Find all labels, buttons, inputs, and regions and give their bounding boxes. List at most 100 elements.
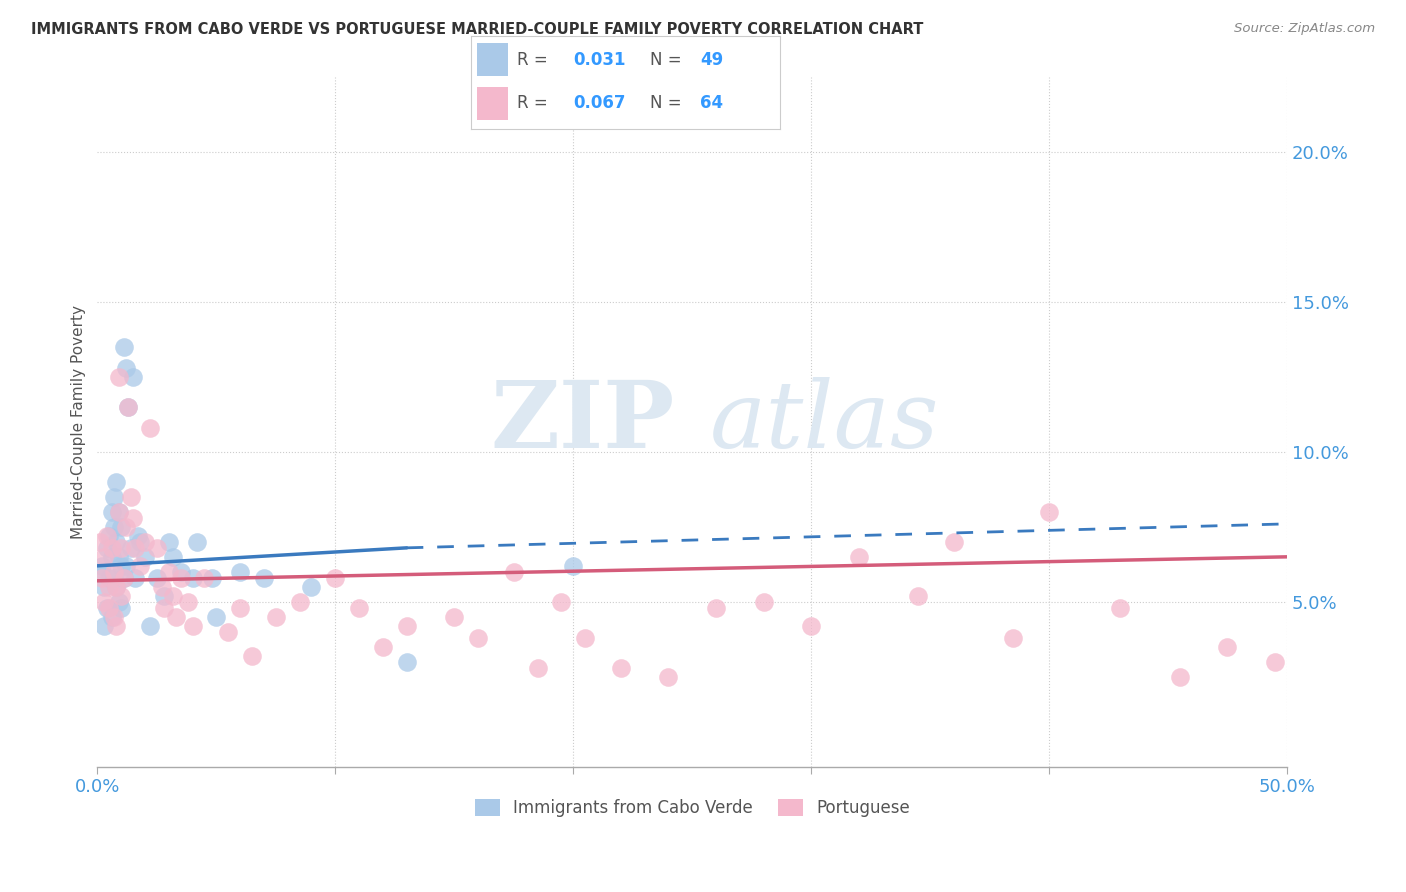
- Point: [100, 541, 122, 555]
- Point: [107, 549, 129, 564]
- Point: [98, 600, 121, 615]
- Point: [96, 541, 118, 555]
- Point: [127, 529, 149, 543]
- Point: [122, 370, 145, 384]
- Point: [115, 520, 138, 534]
- Text: IMMIGRANTS FROM CABO VERDE VS PORTUGUESE MARRIED-COUPLE FAMILY POVERTY CORRELATI: IMMIGRANTS FROM CABO VERDE VS PORTUGUESE…: [31, 22, 924, 37]
- Point: [186, 534, 208, 549]
- Point: [89, 534, 111, 549]
- Point: [107, 595, 129, 609]
- Point: [110, 600, 132, 615]
- Point: [157, 565, 180, 579]
- Point: [229, 565, 252, 579]
- Point: [103, 609, 125, 624]
- Point: [169, 571, 191, 585]
- Text: 0.031: 0.031: [574, 51, 626, 69]
- Point: [110, 589, 132, 603]
- Point: [138, 421, 160, 435]
- Point: [115, 361, 138, 376]
- Point: [443, 609, 465, 624]
- Point: [93, 549, 115, 564]
- Point: [467, 631, 489, 645]
- Point: [89, 565, 111, 579]
- Point: [942, 534, 965, 549]
- Point: [115, 558, 138, 573]
- Point: [124, 571, 146, 585]
- Point: [91, 571, 114, 585]
- Point: [117, 400, 139, 414]
- FancyBboxPatch shape: [477, 43, 508, 76]
- Point: [91, 558, 114, 573]
- Point: [153, 589, 176, 603]
- Point: [107, 505, 129, 519]
- Point: [96, 529, 118, 543]
- Point: [157, 534, 180, 549]
- Text: N =: N =: [651, 95, 688, 112]
- Point: [129, 534, 152, 549]
- Point: [134, 549, 156, 564]
- Point: [98, 571, 121, 585]
- Point: [162, 589, 184, 603]
- Point: [129, 558, 152, 573]
- Point: [574, 631, 596, 645]
- Point: [193, 571, 215, 585]
- Point: [103, 565, 125, 579]
- Text: ZIP: ZIP: [491, 377, 675, 467]
- Point: [181, 619, 204, 633]
- Point: [103, 520, 125, 534]
- FancyBboxPatch shape: [477, 87, 508, 120]
- Point: [100, 549, 122, 564]
- Point: [229, 600, 252, 615]
- Point: [98, 529, 121, 543]
- Point: [323, 571, 346, 585]
- Point: [162, 549, 184, 564]
- Point: [169, 565, 191, 579]
- Point: [240, 648, 263, 663]
- Point: [550, 595, 572, 609]
- Point: [907, 589, 929, 603]
- Point: [98, 580, 121, 594]
- Point: [105, 534, 128, 549]
- Point: [124, 541, 146, 555]
- Point: [105, 580, 128, 594]
- Point: [1038, 505, 1060, 519]
- Point: [105, 475, 128, 489]
- Point: [200, 571, 222, 585]
- Point: [395, 619, 418, 633]
- Point: [103, 571, 125, 585]
- Point: [205, 609, 228, 624]
- Text: R =: R =: [517, 51, 554, 69]
- Text: atlas: atlas: [710, 377, 939, 467]
- Point: [100, 609, 122, 624]
- Point: [347, 600, 370, 615]
- Y-axis label: Married-Couple Family Poverty: Married-Couple Family Poverty: [72, 305, 86, 539]
- Point: [110, 558, 132, 573]
- Point: [704, 600, 727, 615]
- Text: 0.067: 0.067: [574, 95, 626, 112]
- Point: [96, 600, 118, 615]
- Point: [264, 609, 287, 624]
- Point: [181, 571, 204, 585]
- Point: [752, 595, 775, 609]
- Text: N =: N =: [651, 51, 688, 69]
- Point: [1216, 640, 1239, 654]
- Point: [93, 580, 115, 594]
- Point: [146, 571, 169, 585]
- Point: [848, 549, 870, 564]
- Point: [120, 541, 142, 555]
- Point: [395, 655, 418, 669]
- Point: [107, 370, 129, 384]
- Point: [105, 619, 128, 633]
- Point: [103, 490, 125, 504]
- Point: [122, 511, 145, 525]
- Point: [301, 580, 323, 594]
- Point: [112, 571, 135, 585]
- Point: [93, 619, 115, 633]
- Point: [657, 670, 679, 684]
- Point: [526, 661, 548, 675]
- Point: [150, 580, 173, 594]
- Point: [1264, 655, 1286, 669]
- Point: [134, 534, 156, 549]
- Point: [1109, 600, 1132, 615]
- Point: [562, 558, 585, 573]
